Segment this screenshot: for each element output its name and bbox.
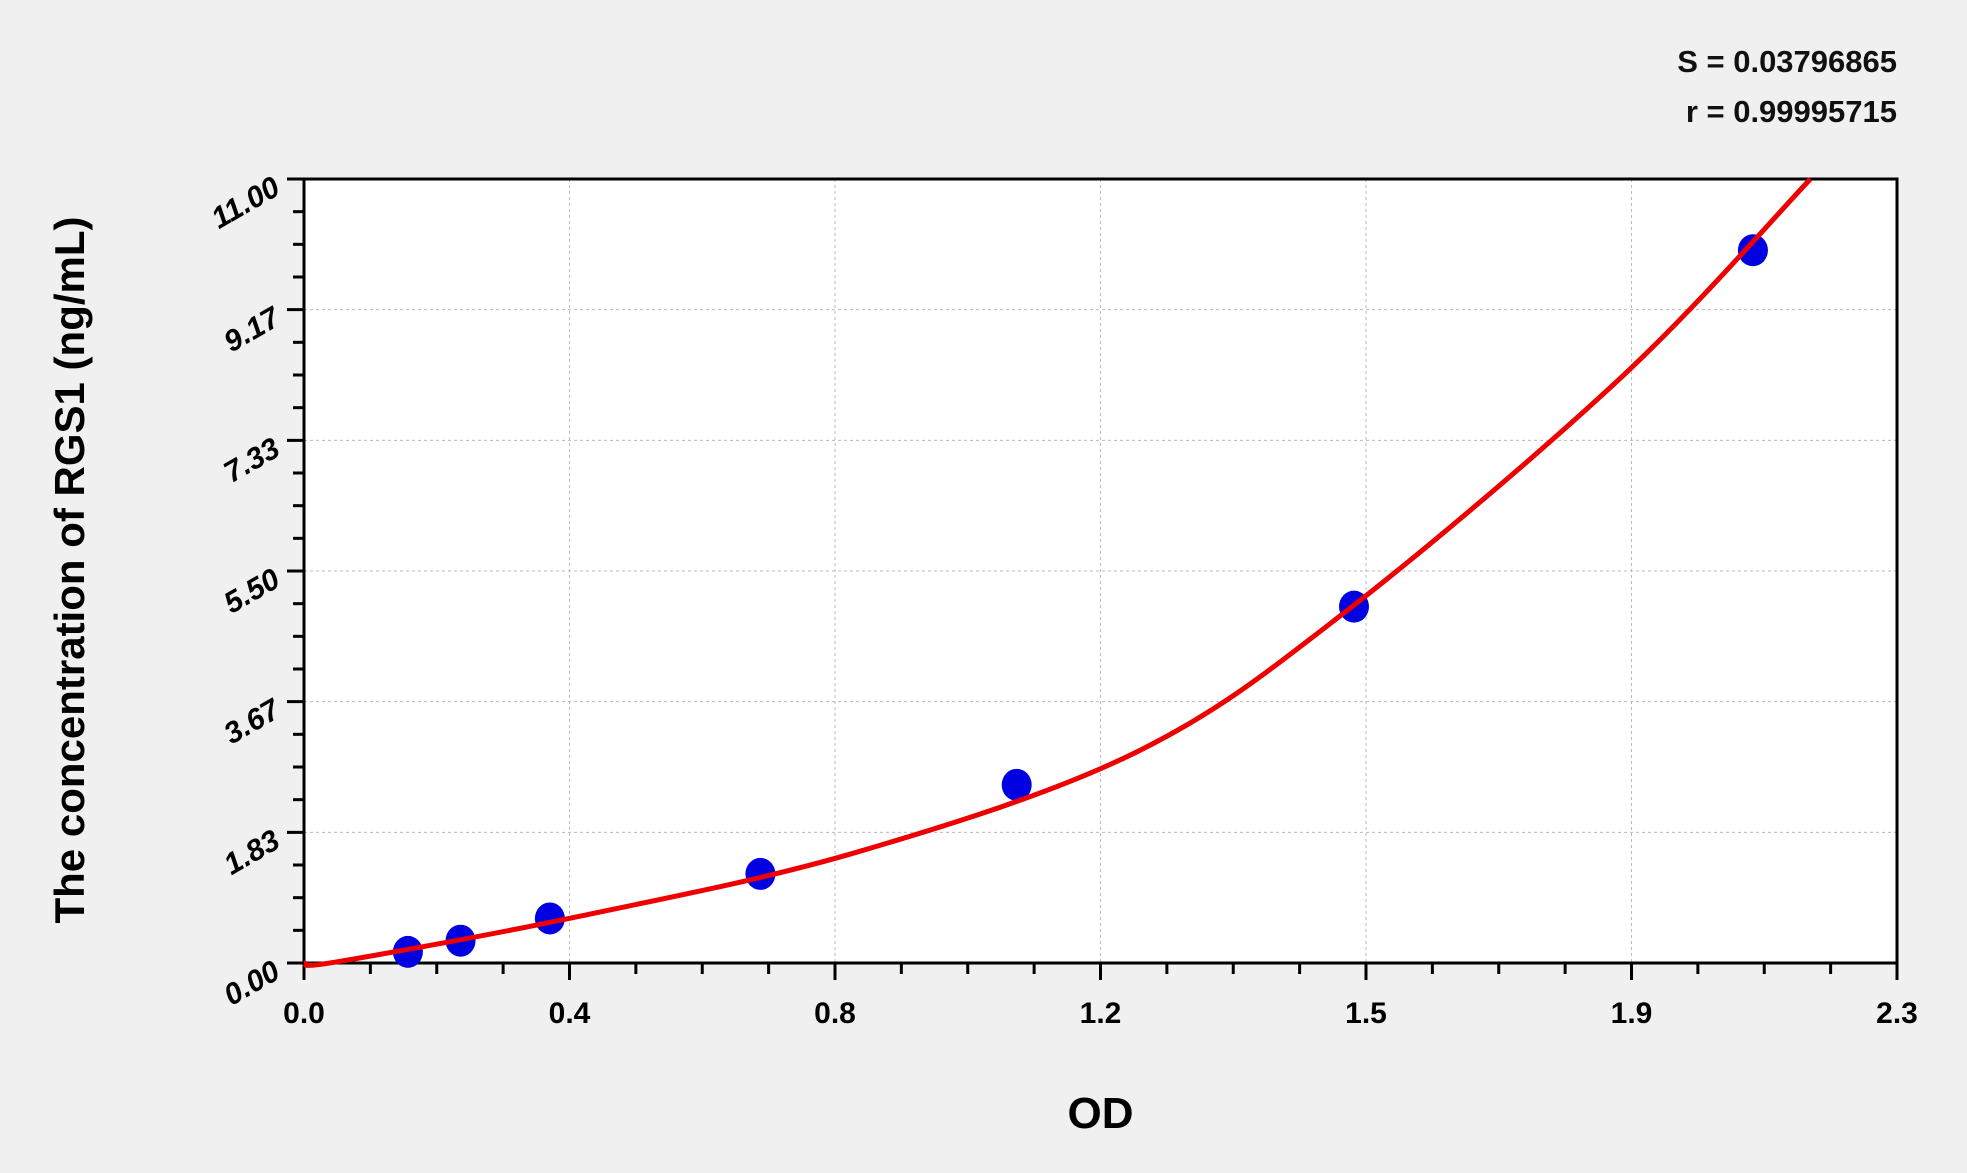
y-tick-label: 1.83	[218, 824, 285, 882]
x-tick-label: 2.3	[1876, 997, 1918, 1030]
y-tick-label: 7.33	[218, 432, 285, 490]
data-point	[1001, 768, 1032, 801]
data-point	[745, 857, 776, 890]
x-tick-label: 1.9	[1611, 997, 1653, 1030]
x-tick-label: 0.4	[549, 997, 591, 1030]
x-tick-label: 0.0	[283, 997, 325, 1030]
x-axis-label: OD	[1068, 1089, 1134, 1138]
x-tick-label: 1.2	[1080, 997, 1122, 1030]
y-axis-label: The concentration of RGS1 (ng/mL)	[46, 216, 93, 923]
y-tick-label: 5.50	[218, 562, 285, 620]
y-tick-label: 11.00	[206, 170, 286, 235]
data-point	[1737, 234, 1768, 267]
x-tick-label: 1.5	[1345, 997, 1387, 1030]
y-tick-label: 0.00	[218, 954, 285, 1012]
fit-curve	[302, 177, 1813, 968]
x-tick-label: 0.8	[814, 997, 856, 1030]
r-statistic: r = 0.99995715	[1685, 94, 1897, 129]
y-tick-label: 3.67	[218, 692, 286, 750]
s-statistic: S = 0.03796865	[1677, 44, 1897, 79]
y-tick-label: 9.17	[218, 300, 286, 358]
